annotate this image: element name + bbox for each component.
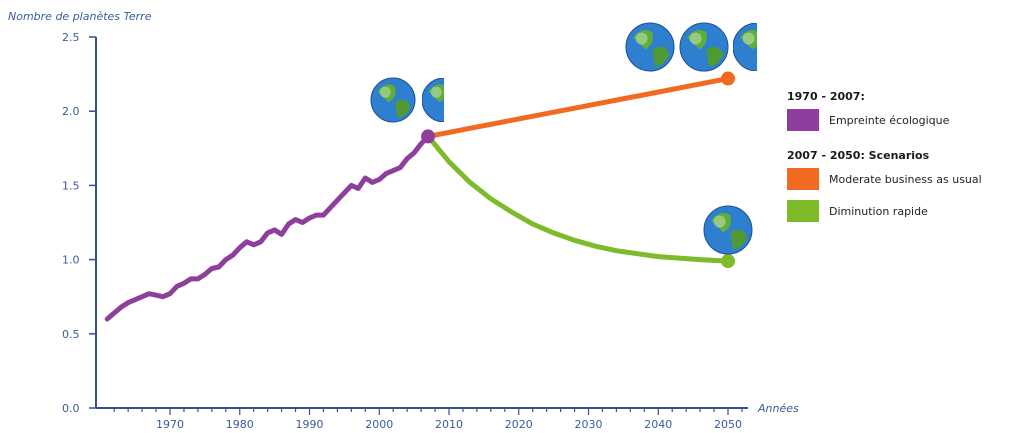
legend-item-diminution: Diminution rapide [787,200,1017,222]
legend-label: Moderate business as usual [829,172,982,186]
x-tick-label: 1990 [296,418,324,431]
earth-globe-icon [625,22,675,72]
earth-globe-icon [703,205,753,255]
x-ticks: 1970 1980 1990 2000 2010 2020 2030 2040 2050 [113,408,743,431]
x-axis-title: Années [757,402,799,415]
x-tick-label: 2050 [714,418,742,431]
legend-swatch-purple [787,109,819,131]
series-line-1 [425,76,731,139]
x-tick-label: 2040 [644,418,672,431]
y-tick-label: 0.5 [62,328,80,341]
legend-heading-historical: 1970 - 2007: [787,90,865,103]
y-axis-title: Nombre de planètes Terre [8,10,152,23]
earth-globe-icon [733,23,757,71]
x-tick-label: 1970 [156,418,184,431]
legend-swatch-orange [787,168,819,190]
y-tick-label: 2.0 [62,105,80,118]
series-line-2 [425,133,731,264]
legend-item-moderate: Moderate business as usual [787,168,1017,190]
point-2050-moderate [721,71,735,86]
y-tick-label: 1.0 [62,254,80,267]
y-ticks: 0.0 0.5 1.0 1.5 2.0 2.5 [62,31,96,415]
legend-label: Diminution rapide [829,204,928,218]
x-tick-label: 1980 [226,418,254,431]
y-tick-label: 1.5 [62,179,80,192]
earth-globe-icon [422,78,444,122]
legend-heading-scenarios: 2007 - 2050: Scenarios [787,149,930,162]
x-tick-label: 2020 [505,418,533,431]
earth-globe-icon [370,77,416,123]
series-line-0 [104,133,431,322]
legend: 1970 - 2007: Empreinte écologique 2007 -… [787,90,1017,222]
x-tick-label: 2010 [435,418,463,431]
legend-label: Empreinte écologique [829,113,950,127]
x-tick-label: 2030 [575,418,603,431]
point-2007 [421,129,436,144]
y-tick-label: 2.5 [62,31,80,44]
x-tick-label: 2000 [365,418,393,431]
y-tick-label: 0.0 [62,402,80,415]
legend-item-empreinte: Empreinte écologique [787,109,1017,131]
earth-icons [370,22,757,255]
earth-globe-icon [679,22,729,72]
point-2050-diminution [721,254,735,269]
series-lines [104,71,735,322]
legend-swatch-green [787,200,819,222]
